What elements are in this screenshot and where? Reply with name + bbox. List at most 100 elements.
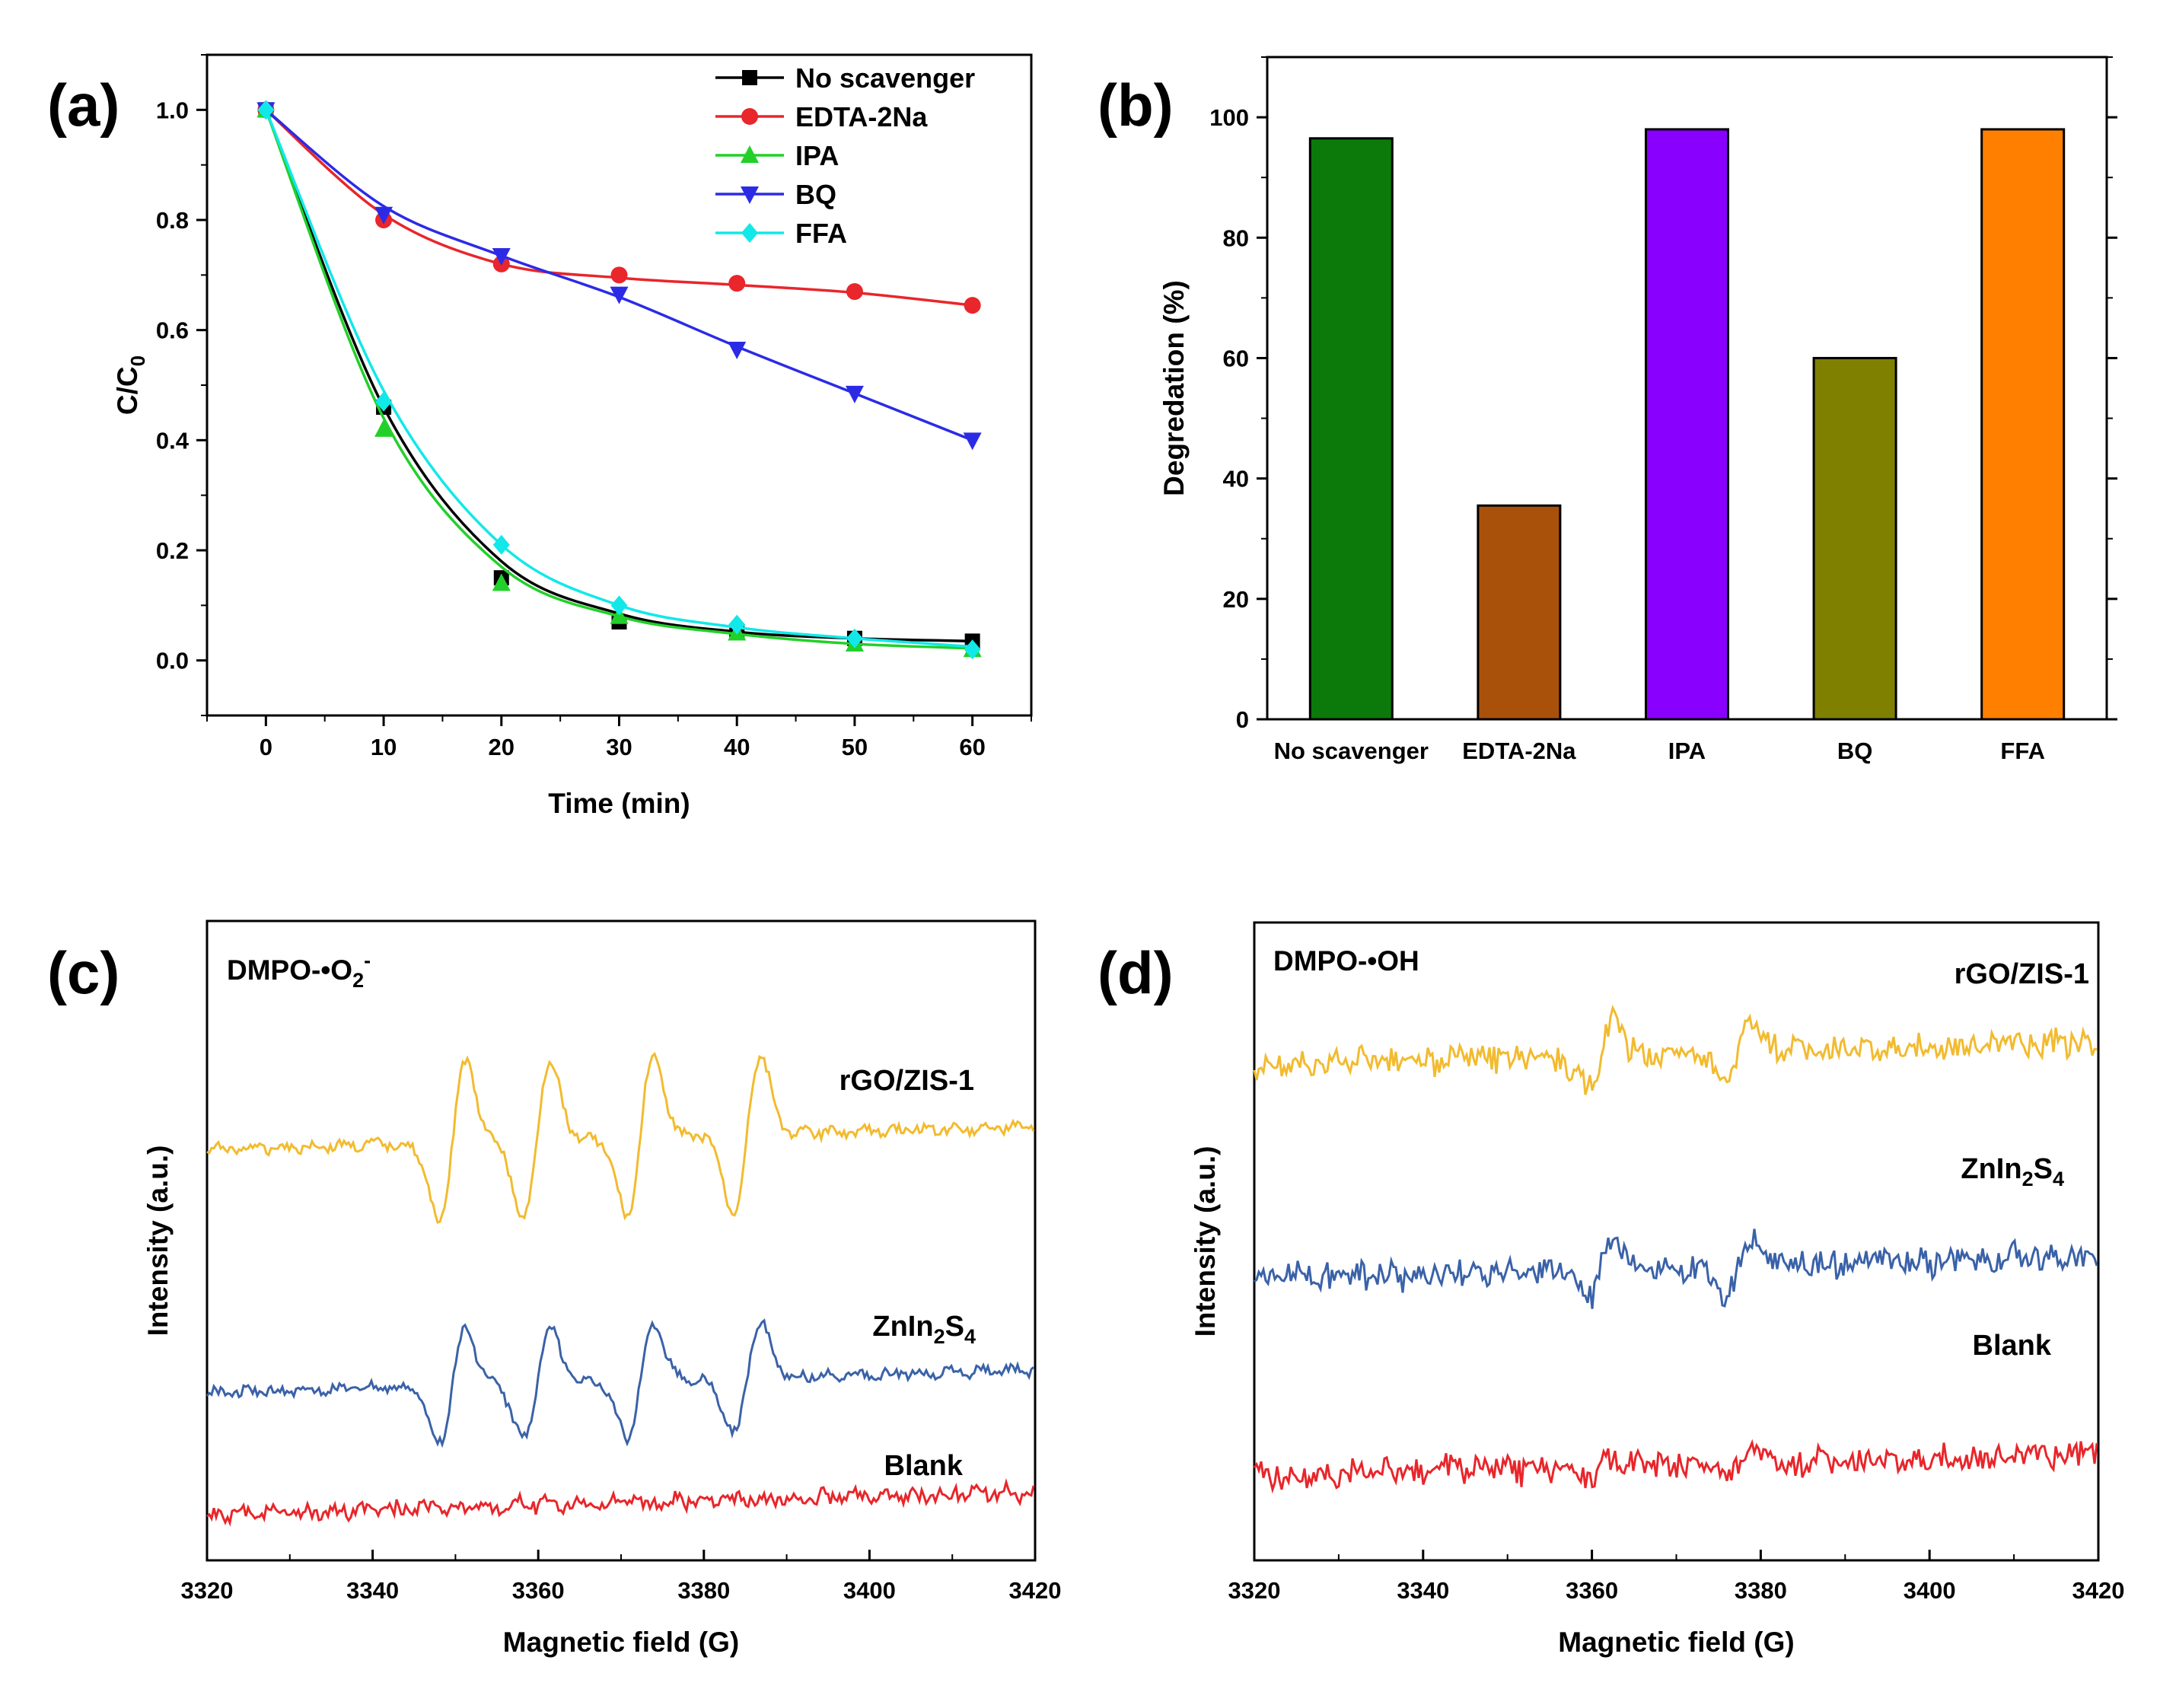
trace-label: Blank bbox=[1973, 1330, 2052, 1362]
x-tick-label: 3380 bbox=[677, 1577, 730, 1604]
data-point bbox=[728, 341, 747, 359]
trace-rgo-zis-1: rGO/ZIS-1 bbox=[206, 1051, 1035, 1224]
y-axis-label: Degredation (%) bbox=[1158, 280, 1190, 496]
y-tick-label: 0.6 bbox=[156, 317, 189, 344]
trace-znin2s4: ZnIn2S4 bbox=[205, 1311, 1035, 1448]
data-point bbox=[846, 283, 863, 301]
x-tick-label: 30 bbox=[606, 734, 632, 760]
x-tick-label: 3400 bbox=[843, 1577, 896, 1604]
series-bq bbox=[256, 102, 982, 451]
trace-label-sub: 2 bbox=[2022, 1168, 2034, 1190]
bar bbox=[1812, 356, 1897, 721]
trace-label: rGO/ZIS-1 bbox=[1955, 958, 2089, 990]
trace-blank: Blank bbox=[206, 1450, 1035, 1527]
data-point bbox=[728, 614, 746, 635]
spectrum-line bbox=[1254, 1228, 2098, 1309]
x-category-label: No scavenger bbox=[1274, 738, 1429, 764]
trace-label-main: ZnIn bbox=[872, 1311, 933, 1343]
x-tick-label: 3360 bbox=[1566, 1577, 1618, 1604]
spectrum-line bbox=[1253, 1004, 2098, 1095]
series-ffa bbox=[257, 100, 981, 660]
bar bbox=[1477, 504, 1562, 721]
bar bbox=[1980, 128, 2066, 721]
trace-label-main: Blank bbox=[1973, 1330, 2052, 1362]
trace-label-main: rGO/ZIS-1 bbox=[1955, 958, 2089, 990]
data-point bbox=[963, 432, 982, 451]
trace-label-mid: S bbox=[945, 1311, 964, 1343]
x-tick-label: 3420 bbox=[2072, 1577, 2125, 1604]
y-tick-label: 1.0 bbox=[156, 97, 189, 123]
trace-label: ZnIn2S4 bbox=[1961, 1153, 2064, 1190]
trace-label-sub: 2 bbox=[934, 1325, 945, 1348]
y-tick-label: 20 bbox=[1223, 586, 1249, 613]
trace-label: rGO/ZIS-1 bbox=[839, 1065, 974, 1097]
x-axis-label: Time (min) bbox=[548, 788, 690, 819]
panel-label: (a) bbox=[47, 72, 119, 139]
spectrum-line bbox=[1253, 1439, 2098, 1494]
trace-rgo-zis-1: rGO/ZIS-1 bbox=[1253, 958, 2098, 1095]
legend: No scavenger EDTA-2Na IPA BQ FFA bbox=[715, 62, 975, 249]
y-axis-label: Intensity (a.u.) bbox=[1190, 1146, 1221, 1337]
y-tick-label: 0.2 bbox=[156, 537, 189, 564]
spectrum-line bbox=[205, 1318, 1035, 1448]
trace-znin2s4: ZnIn2S4 bbox=[1254, 1153, 2098, 1309]
annotation-main: DMPO-•O bbox=[227, 954, 352, 986]
trace-label-sub: 4 bbox=[2053, 1168, 2064, 1190]
x-category-label: EDTA-2Na bbox=[1462, 738, 1576, 764]
x-tick-label: 20 bbox=[489, 734, 515, 760]
y-tick-label: 0.4 bbox=[156, 427, 190, 454]
y-tick-label: 0 bbox=[1236, 706, 1249, 733]
x-tick-label: 50 bbox=[842, 734, 868, 760]
data-point bbox=[610, 595, 628, 616]
y-tick-label: 60 bbox=[1223, 345, 1249, 371]
x-tick-label: 3360 bbox=[512, 1577, 565, 1604]
data-point bbox=[846, 628, 863, 648]
data-point bbox=[374, 419, 393, 437]
data-point bbox=[610, 266, 628, 284]
series-ipa bbox=[256, 100, 982, 658]
panel-a: (a) 0 10 20 30 40 50 60 0.0 0.2 0.4 0.6 0.8 1.0 Time (… bbox=[47, 53, 1033, 819]
x-tick-label: 3380 bbox=[1735, 1577, 1787, 1604]
panel-b: (b) 0 20 40 60 80 100 Degredation (%) No scaveng… bbox=[1098, 56, 2117, 764]
plot-frame bbox=[1253, 921, 2100, 1562]
x-category-label: FFA bbox=[2000, 738, 2045, 764]
x-category-label: IPA bbox=[1668, 738, 1706, 764]
data-point bbox=[492, 248, 511, 266]
panel-c: (c) 3320 3340 3360 3380 3400 3420 Magnetic fiel… bbox=[47, 919, 1061, 1658]
y-tick-label: 100 bbox=[1209, 104, 1249, 131]
y-axis-label: C/C0 bbox=[112, 355, 149, 415]
species-annotation: DMPO-•OH bbox=[1273, 945, 1419, 977]
data-point bbox=[964, 639, 981, 660]
y-tick-label: 40 bbox=[1223, 466, 1249, 492]
data-point bbox=[742, 70, 757, 85]
trace-label: ZnIn2S4 bbox=[872, 1311, 976, 1348]
series-edta-2na bbox=[257, 101, 981, 314]
trace-label-main: Blank bbox=[884, 1450, 964, 1482]
panel-d: (d) 3320 3340 3360 3380 3400 3420 Magnetic fiel… bbox=[1098, 921, 2125, 1658]
bar bbox=[1308, 137, 1394, 721]
x-tick-label: 3340 bbox=[1397, 1577, 1449, 1604]
trace-label: Blank bbox=[884, 1450, 964, 1482]
spectrum-line bbox=[206, 1051, 1035, 1224]
data-point bbox=[845, 385, 864, 403]
annotation-sup: - bbox=[364, 949, 371, 972]
legend-label: EDTA-2Na bbox=[795, 101, 928, 132]
y-axis-label: Intensity (a.u.) bbox=[142, 1146, 174, 1337]
x-tick-label: 3320 bbox=[181, 1577, 234, 1604]
legend-label: BQ bbox=[795, 179, 836, 210]
y-axis-label-main: C/C bbox=[112, 366, 143, 415]
data-point bbox=[741, 223, 758, 243]
series-line bbox=[264, 109, 973, 650]
x-tick-label: 10 bbox=[371, 734, 397, 760]
x-category-label: BQ bbox=[1837, 738, 1873, 764]
data-point bbox=[610, 286, 629, 304]
annotation-sub: 2 bbox=[352, 969, 364, 992]
trace-label-main: rGO/ZIS-1 bbox=[839, 1065, 974, 1097]
data-point bbox=[741, 186, 759, 204]
trace-blank: Blank bbox=[1253, 1330, 2098, 1494]
legend-label: No scavenger bbox=[795, 62, 975, 94]
trace-label-mid: S bbox=[2034, 1153, 2053, 1185]
data-point bbox=[728, 275, 746, 292]
y-tick-label: 0.0 bbox=[156, 648, 189, 674]
